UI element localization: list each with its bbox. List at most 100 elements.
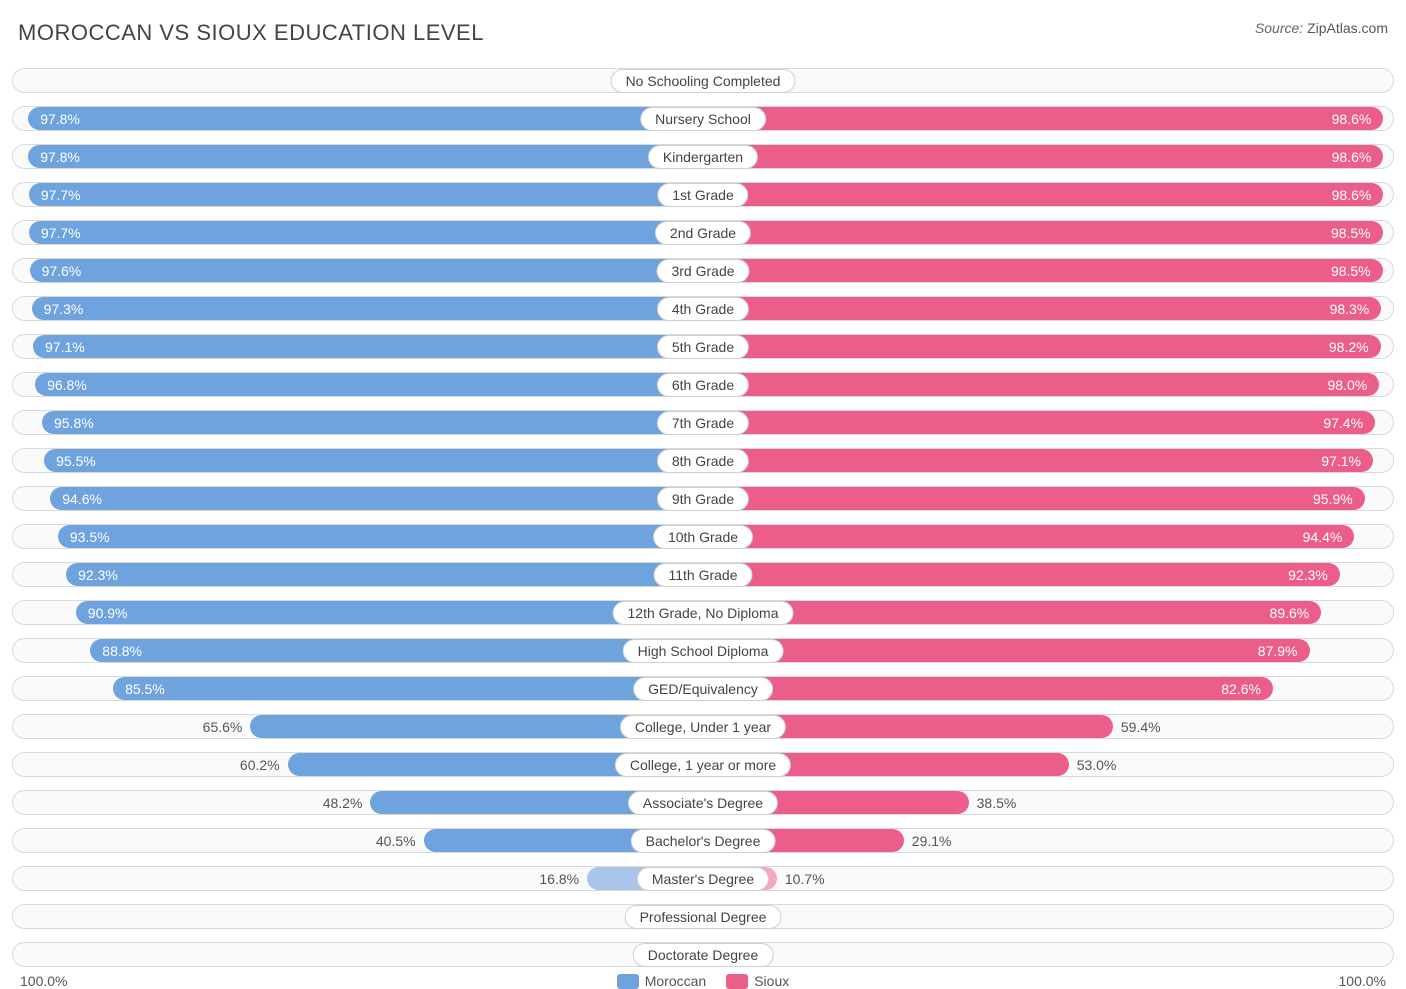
legend-swatch-left <box>617 974 639 989</box>
bar-right: 87.9% <box>703 639 1310 662</box>
bar-left: 97.3% <box>32 297 703 320</box>
chart-source: Source: ZipAtlas.com <box>1255 20 1388 36</box>
row-category-label: Bachelor's Degree <box>631 829 776 853</box>
bar-right: 98.0% <box>703 373 1379 396</box>
bar-right-value: 59.4% <box>1113 715 1169 738</box>
bar-left: 96.8% <box>35 373 703 396</box>
legend-swatch-right <box>726 974 748 989</box>
chart-row: 5.0%3.3%Professional Degree <box>12 904 1394 929</box>
bar-right-value: 89.6% <box>1258 605 1322 621</box>
bar-right-value: 29.1% <box>904 829 960 852</box>
bar-left-value: 97.1% <box>33 339 97 355</box>
row-category-label: 8th Grade <box>657 449 749 473</box>
chart-row: 2.2%1.8%No Schooling Completed <box>12 68 1394 93</box>
row-category-label: Doctorate Degree <box>633 943 774 967</box>
bar-left: 92.3% <box>66 563 703 586</box>
bar-right-value: 10.7% <box>777 867 833 890</box>
source-label: Source: <box>1255 20 1303 36</box>
bar-right: 98.6% <box>703 145 1383 168</box>
bar-left-value: 90.9% <box>76 605 140 621</box>
chart-header: MOROCCAN VS SIOUX EDUCATION LEVEL Source… <box>12 20 1394 46</box>
chart-row: 88.8% 87.9%High School Diploma <box>12 638 1394 663</box>
bar-left: 90.9% <box>76 601 703 624</box>
legend-item-right: Sioux <box>726 973 789 989</box>
chart-row: 97.8%98.6%Nursery School <box>12 106 1394 131</box>
chart-rows: 2.2%1.8%No Schooling Completed 97.8% 98.6%… <box>12 68 1394 967</box>
axis-left-max: 100.0% <box>20 973 67 989</box>
chart-row: 85.5%82.6%GED/Equivalency <box>12 676 1394 701</box>
source-value: ZipAtlas.com <box>1307 20 1388 36</box>
chart-footer: 100.0% Moroccan Sioux 100.0% <box>12 967 1394 989</box>
bar-left-value: 40.5% <box>368 829 424 852</box>
bar-left: 97.6% <box>30 259 703 282</box>
row-category-label: 11th Grade <box>653 563 752 587</box>
chart-row: 60.2% 53.0% College, 1 year or more <box>12 752 1394 777</box>
axis-right-max: 100.0% <box>1339 973 1386 989</box>
row-category-label: Professional Degree <box>625 905 782 929</box>
bar-right: 94.4% <box>703 525 1354 548</box>
chart-row: 97.6% 98.5% 3rd Grade <box>12 258 1394 283</box>
row-category-label: 12th Grade, No Diploma <box>613 601 794 625</box>
chart-row: 97.7%98.5%2nd Grade <box>12 220 1394 245</box>
row-category-label: 3rd Grade <box>656 259 749 283</box>
chart-row: 97.1%98.2%5th Grade <box>12 334 1394 359</box>
bar-right-value: 92.3% <box>1276 567 1340 583</box>
bar-right-value: 98.6% <box>1320 149 1384 165</box>
bar-right: 98.6% <box>703 183 1383 206</box>
bar-left: 97.8% <box>28 145 703 168</box>
bar-right-value: 98.3% <box>1318 301 1382 317</box>
bar-right: 95.9% <box>703 487 1365 510</box>
row-category-label: Kindergarten <box>648 145 758 169</box>
bar-left: 95.5% <box>44 449 703 472</box>
bar-left-value: 95.8% <box>42 415 106 431</box>
bar-right-value: 98.5% <box>1319 225 1383 241</box>
bar-right: 98.5% <box>703 259 1383 282</box>
bar-left-value: 97.8% <box>28 111 92 127</box>
chart-row: 95.5% 97.1% 8th Grade <box>12 448 1394 473</box>
bar-right-value: 53.0% <box>1069 753 1125 776</box>
bar-right: 98.6% <box>703 107 1383 130</box>
row-category-label: College, 1 year or more <box>615 753 791 777</box>
bar-left: 93.5% <box>58 525 703 548</box>
row-category-label: Associate's Degree <box>628 791 778 815</box>
bar-right-value: 98.0% <box>1315 377 1379 393</box>
chart-row: 2.0%1.5%Doctorate Degree <box>12 942 1394 967</box>
chart-row: 40.5% 29.1% Bachelor's Degree <box>12 828 1394 853</box>
bar-left-value: 60.2% <box>232 753 288 776</box>
bar-left: 97.1% <box>33 335 703 358</box>
chart-row: 97.8% 98.6% Kindergarten <box>12 144 1394 169</box>
bar-left-value: 97.3% <box>32 301 96 317</box>
bar-right-value: 94.4% <box>1291 529 1355 545</box>
bar-left-value: 94.6% <box>50 491 114 507</box>
bar-right: 98.5% <box>703 221 1383 244</box>
row-category-label: Master's Degree <box>637 867 769 891</box>
bar-right-value: 98.6% <box>1320 111 1384 127</box>
bar-right: 89.6% <box>703 601 1321 624</box>
bar-left-value: 97.8% <box>28 149 92 165</box>
chart-row: 95.8% 97.4% 7th Grade <box>12 410 1394 435</box>
bar-right: 98.3% <box>703 297 1381 320</box>
bar-right-value: 97.1% <box>1309 453 1373 469</box>
row-category-label: 9th Grade <box>657 487 749 511</box>
bar-right-value: 98.6% <box>1320 187 1384 203</box>
legend: Moroccan Sioux <box>617 973 790 989</box>
row-category-label: College, Under 1 year <box>620 715 786 739</box>
row-category-label: 2nd Grade <box>655 221 751 245</box>
bar-left: 85.5% <box>113 677 703 700</box>
chart-row: 16.8%10.7%Master's Degree <box>12 866 1394 891</box>
chart-row: 96.8% 98.0% 6th Grade <box>12 372 1394 397</box>
bar-right-value: 82.6% <box>1209 681 1273 697</box>
row-category-label: 6th Grade <box>657 373 749 397</box>
row-category-label: High School Diploma <box>623 639 784 663</box>
bar-left-value: 92.3% <box>66 567 130 583</box>
bar-right-value: 98.5% <box>1319 263 1383 279</box>
bar-right: 98.2% <box>703 335 1381 358</box>
chart-row: 97.7%98.6%1st Grade <box>12 182 1394 207</box>
chart-row: 48.2%38.5%Associate's Degree <box>12 790 1394 815</box>
legend-item-left: Moroccan <box>617 973 706 989</box>
bar-left-value: 88.8% <box>90 643 154 659</box>
bar-right: 97.1% <box>703 449 1373 472</box>
row-category-label: 1st Grade <box>657 183 748 207</box>
row-category-label: 7th Grade <box>657 411 749 435</box>
bar-right-value: 97.4% <box>1311 415 1375 431</box>
